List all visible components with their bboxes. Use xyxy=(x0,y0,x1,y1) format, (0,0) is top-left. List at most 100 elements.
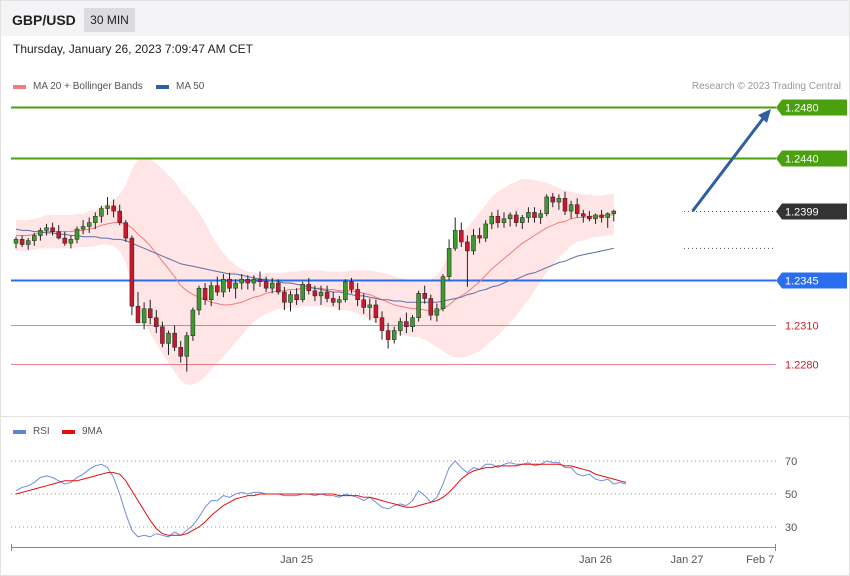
level-tag-1.2399 xyxy=(776,203,847,220)
candle-body xyxy=(123,222,129,239)
candle-body xyxy=(495,215,501,223)
candle-body xyxy=(513,214,519,223)
candle-body xyxy=(184,335,190,357)
legend-rsi-ma-swatch xyxy=(62,429,75,434)
candle-body xyxy=(398,321,403,331)
instrument-title: GBP/USD xyxy=(12,12,76,28)
level-label-1.2280: 1.2280 xyxy=(785,360,819,372)
candle-body xyxy=(581,213,586,217)
candle-body xyxy=(385,330,391,340)
candle-body xyxy=(489,215,495,225)
candle-body xyxy=(574,204,580,214)
timestamp: Thursday, January 26, 2023 7:09:47 AM CE… xyxy=(13,42,253,56)
candle-body xyxy=(367,304,373,308)
legend-rsi-swatch xyxy=(13,429,26,434)
candle-body xyxy=(202,287,208,300)
candle-body xyxy=(550,196,556,203)
forecast-arrowhead xyxy=(758,109,771,123)
x-tick-label: Feb 7 xyxy=(746,554,774,566)
x-tick-label: Jan 27 xyxy=(670,554,703,566)
candle-body xyxy=(154,317,159,327)
candle-body xyxy=(324,291,330,299)
credit-text: Research © 2023 Trading Central xyxy=(691,81,841,92)
candle-body xyxy=(483,223,488,239)
legend-ma50-label: MA 50 xyxy=(176,81,205,92)
candle-body xyxy=(178,347,183,357)
candle-body xyxy=(452,230,458,249)
candle-body xyxy=(105,205,110,209)
legend-ma50: MA 50 xyxy=(156,81,204,92)
candle-body xyxy=(245,278,251,284)
candle-body xyxy=(587,215,592,220)
candle-body xyxy=(337,299,342,303)
candle-body xyxy=(593,214,598,220)
candle-body xyxy=(172,332,177,348)
candle-body xyxy=(544,196,549,214)
candle-body xyxy=(32,235,37,241)
candle-body xyxy=(391,330,397,340)
candle-body xyxy=(208,285,214,300)
candle-body xyxy=(251,278,257,284)
panel-separator xyxy=(1,416,849,417)
candle-body xyxy=(434,308,440,316)
candle-body xyxy=(477,235,482,239)
legend-rsi: RSI xyxy=(13,426,50,437)
legend-ma20-label: MA 20 + Bollinger Bands xyxy=(33,81,143,92)
candle-body xyxy=(355,289,360,301)
candle-body xyxy=(111,205,116,212)
candle-body xyxy=(459,230,464,243)
candle-body xyxy=(349,281,354,290)
candle-body xyxy=(599,214,604,218)
candle-body xyxy=(562,197,568,212)
level-tag-1.2440 xyxy=(776,150,847,167)
candle-body xyxy=(520,217,525,223)
candle-body xyxy=(440,276,446,309)
candle-body xyxy=(568,204,574,212)
candle-body xyxy=(233,282,238,289)
candle-body xyxy=(13,239,19,244)
timeframe-badge[interactable]: 30 MIN xyxy=(84,8,135,32)
candle-body xyxy=(300,284,305,300)
candle-body xyxy=(190,309,196,336)
level-tag-1.2345 xyxy=(776,272,847,289)
candle-body xyxy=(25,240,31,245)
candle-body xyxy=(465,241,470,252)
candle-body xyxy=(404,321,409,327)
level-label-1.2310: 1.2310 xyxy=(785,321,819,333)
level-label-1.2480: 1.2480 xyxy=(785,103,819,115)
candle-body xyxy=(373,304,379,318)
candle-body xyxy=(306,284,312,292)
candle-body xyxy=(68,239,74,244)
candle-body xyxy=(99,208,104,217)
legend-ma50-swatch xyxy=(156,84,169,89)
candle-body xyxy=(611,210,617,214)
candle-body xyxy=(50,227,55,232)
legend-ma20-swatch xyxy=(13,84,26,89)
candle-body xyxy=(422,293,427,299)
level-tag-1.2480 xyxy=(776,99,847,116)
level-label-1.2399: 1.2399 xyxy=(785,207,819,219)
candle-body xyxy=(38,230,43,236)
level-label-1.2440: 1.2440 xyxy=(785,154,819,166)
candle-body xyxy=(129,237,135,307)
candle-body xyxy=(416,293,421,318)
legend-rsi-ma-label: 9MA xyxy=(82,426,103,437)
candle-body xyxy=(379,317,385,331)
candle-body xyxy=(74,228,80,240)
candle-body xyxy=(471,235,476,252)
candle-body xyxy=(117,210,122,223)
candle-body xyxy=(410,317,415,327)
candle-body xyxy=(294,294,299,300)
candle-body xyxy=(239,278,244,284)
legend-rsi-label: RSI xyxy=(33,426,50,437)
candle-body xyxy=(318,291,324,297)
candle-body xyxy=(160,326,165,344)
candle-body xyxy=(166,332,171,344)
level-label-1.2345: 1.2345 xyxy=(785,276,819,288)
rsi-level-label-50: 50 xyxy=(785,489,797,501)
legend-rsi-ma: 9MA xyxy=(62,426,103,437)
candle-body xyxy=(80,226,86,230)
candle-body xyxy=(428,298,434,316)
candle-body xyxy=(276,282,281,293)
